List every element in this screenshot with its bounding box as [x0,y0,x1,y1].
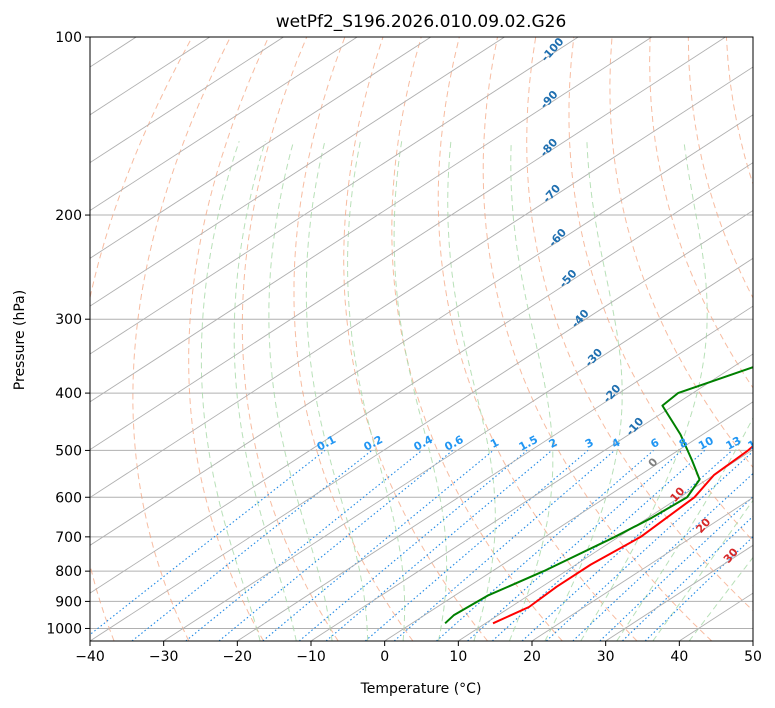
x-tick-label: 0 [380,649,389,665]
mixing-ratio-line [325,449,553,641]
moist-adiabat-line [616,416,753,641]
isotherm-line [90,37,579,355]
moist-adiabat-line [268,141,333,641]
mixing-ratio-line [599,495,753,641]
dry-adiabat-line [90,37,193,641]
mixing-ratio-line [262,449,494,641]
moist-adiabat-line [393,141,448,641]
isotherm-line [384,401,753,641]
sounding-profiles [444,366,753,625]
dry-adiabat-line [132,37,231,641]
chart-title: wetPf2_S196.2026.010.09.02.G26 [276,12,567,32]
mixing-ratio-line [467,449,683,641]
dry-adiabats [90,37,753,641]
dry-adiabat-line [343,37,488,641]
y-tick-label: 300 [55,312,82,328]
mixing-ratio-line [393,449,615,641]
mixing-ratio-label: 10 [696,434,716,453]
x-tick-label: −10 [296,649,326,665]
y-tick-label: 500 [55,443,82,459]
dry-adiabat-line [391,37,563,641]
moist-adiabat-line [508,141,554,641]
temperature-profile-line [492,444,753,625]
dewpoint-profile-line [444,366,753,625]
plot-frame [89,36,754,642]
x-tick-label: 20 [523,649,541,665]
x-tick-label: −20 [223,649,253,665]
isotherm-line [90,37,726,451]
isotherm-line [531,496,753,641]
isotherm-line [310,353,753,641]
y-tick-label: 1000 [46,621,82,637]
dry-adiabat-line [649,37,753,389]
mixing-ratio-line [185,449,423,641]
axes-layer: −40 −30 −20 −10 0 10 20 30 40 50 100 200 300 400 500 60… [46,30,762,665]
y-tick-label: 900 [55,594,82,610]
mixing-ratio-line [298,449,528,641]
y-tick-label: 700 [55,530,82,546]
mixing-ratio-line [218,449,454,641]
x-tick-label: −40 [75,649,105,665]
dry-adiabat-line [687,37,753,299]
isotherm-line [458,449,753,641]
moist-adiabat-line [347,141,406,641]
dry-adiabat-line [568,37,753,542]
isotherm-line [90,66,753,499]
y-tick-label: 400 [55,386,82,402]
dry-adiabat-line [293,37,414,641]
moist-adiabat-line [447,141,496,641]
moist-adiabat-line [580,141,708,641]
dry-adiabat-line [188,37,270,641]
x-tick-label: −30 [149,649,179,665]
y-tick-label: 100 [55,30,82,46]
mixing-ratio-label: 13 [724,434,744,453]
dry-adiabat-line [241,37,339,641]
mixing-ratio-label: 16 [746,434,766,453]
isotherm-line [90,37,653,403]
x-tick-label: 50 [744,649,762,665]
isotherm-line [90,114,753,546]
x-tick-label: 10 [449,649,467,665]
y-axis-label: Pressure (hPa) [12,290,28,390]
y-tick-label: 200 [55,208,82,224]
isotherms [90,37,753,641]
isotherm-line [90,37,505,307]
dry-adiabat-line [437,37,638,641]
moist-adiabat-line [544,141,623,641]
x-axis-label: Temperature (°C) [360,681,482,697]
isotherm-label: 40 [748,575,768,595]
isotherm-line [237,305,753,641]
y-tick-label: 600 [55,490,82,506]
dry-adiabat-line [482,37,713,641]
x-tick-label: 40 [670,649,688,665]
mixing-ratio-line [622,515,753,641]
moist-adiabat-line [200,141,261,641]
grid-lines [90,37,753,629]
isotherm-line [90,37,432,259]
mixing-ratio-lines [90,449,753,641]
isotherm-line [163,257,753,641]
isotherm-line [90,209,753,641]
moist-adiabats [200,141,753,641]
y-tick-label: 800 [55,564,82,580]
mixing-ratio-line [572,472,753,641]
isotherm-line [90,37,284,164]
moist-adiabat-line [233,141,297,641]
isotherm-line [90,162,753,594]
dry-adiabat-line [526,37,753,612]
x-tick-label: 30 [597,649,615,665]
isotherm-line [90,37,358,212]
